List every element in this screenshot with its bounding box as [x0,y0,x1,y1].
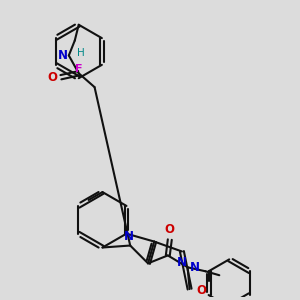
Text: F: F [75,64,82,74]
Text: O: O [47,71,57,84]
Text: O: O [196,284,207,297]
Text: H: H [77,49,85,58]
Text: N: N [58,49,68,62]
Text: N: N [190,261,200,274]
Text: O: O [165,223,175,236]
Text: N: N [177,256,187,269]
Text: N: N [124,230,134,243]
